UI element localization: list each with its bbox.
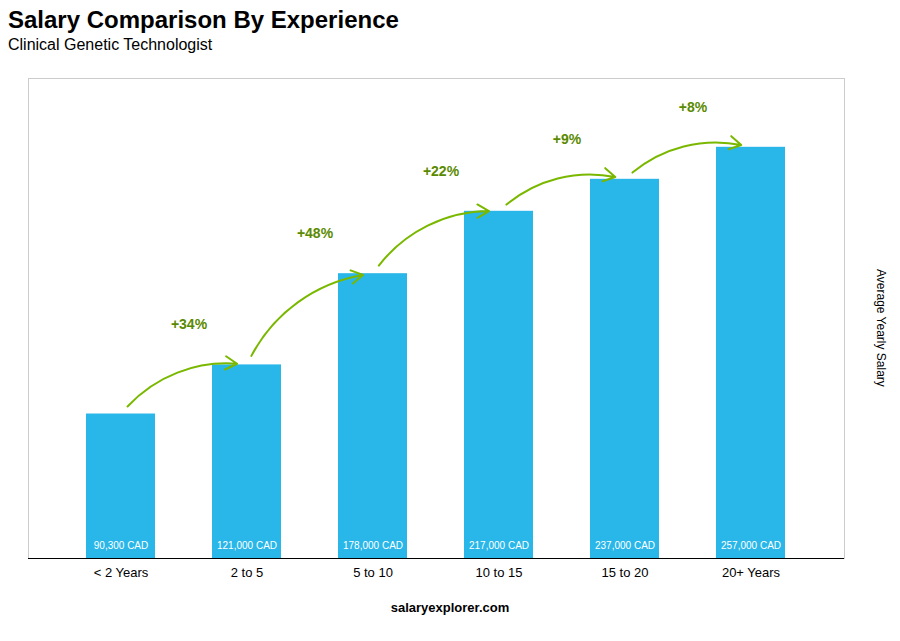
svg-text:+22%: +22% — [423, 163, 460, 179]
html-text:salaryexplorer.com: salaryexplorer.com — [390, 600, 510, 615]
svg-text:+9%: +9% — [553, 131, 582, 147]
svg-text:121,000 CAD: 121,000 CAD — [217, 540, 277, 551]
svg-text:178,000 CAD: 178,000 CAD — [343, 540, 403, 551]
html-text:Clinical Genetic Technologist: Clinical Genetic Technologist — [8, 36, 213, 53]
svg-text:237,000 CAD: 237,000 CAD — [595, 540, 655, 551]
svg-text:5 to 10: 5 to 10 — [353, 565, 393, 580]
svg-text:217,000 CAD: 217,000 CAD — [469, 540, 529, 551]
svg-text:+34%: +34% — [171, 316, 208, 332]
svg-text:2 to 5: 2 to 5 — [231, 565, 264, 580]
svg-text:20+ Years: 20+ Years — [722, 565, 781, 580]
svg-text:+8%: +8% — [679, 99, 708, 115]
svg-text:+48%: +48% — [297, 225, 334, 241]
svg-text:15 to 20: 15 to 20 — [602, 565, 649, 580]
html-text:Salary Comparison By Experienc: Salary Comparison By Experience — [8, 6, 399, 33]
svg-text:90,300 CAD: 90,300 CAD — [94, 540, 148, 551]
svg-text:257,000 CAD: 257,000 CAD — [721, 540, 781, 551]
html-text:Average Yearly Salary: Average Yearly Salary — [874, 269, 888, 387]
svg-text:10 to 15: 10 to 15 — [476, 565, 523, 580]
svg-text:< 2 Years: < 2 Years — [94, 565, 149, 580]
